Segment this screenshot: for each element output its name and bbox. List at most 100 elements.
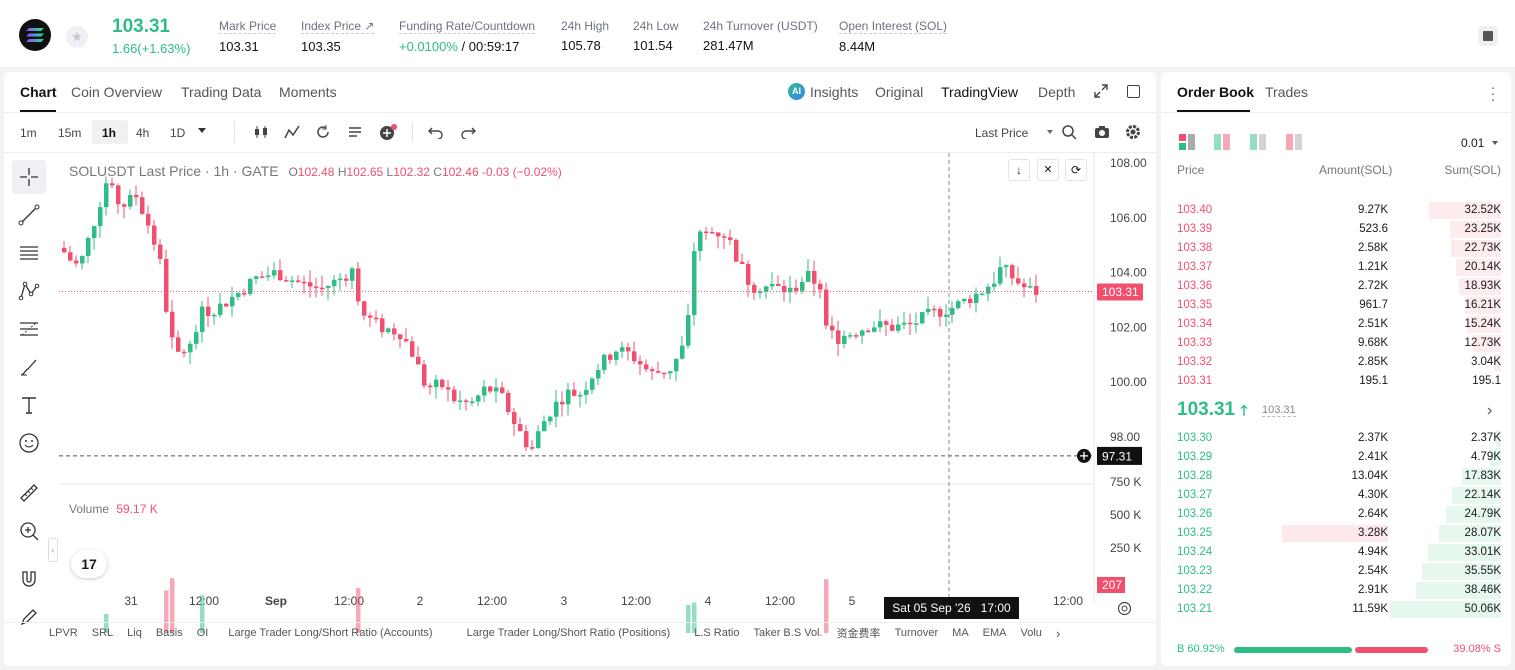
indicator-tab[interactable]: MA xyxy=(952,627,969,639)
tab-depth[interactable]: Depth xyxy=(1038,84,1076,100)
interval-15m[interactable]: 15m xyxy=(58,126,82,140)
chevron-right-icon[interactable]: › xyxy=(1055,625,1061,641)
indicator-tab[interactable]: 资金费率 xyxy=(836,628,881,640)
candle-body xyxy=(314,286,319,289)
horizontal-lines-icon[interactable] xyxy=(12,236,46,270)
indicators-icon[interactable] xyxy=(284,124,300,140)
reset-icon[interactable]: ⟳ xyxy=(1065,159,1087,181)
tab-coin-overview[interactable]: Coin Overview xyxy=(71,84,163,100)
interval-1m[interactable]: 1m xyxy=(20,126,37,140)
orderbook-row[interactable]: 103.34 2.51K 15.24K xyxy=(1161,315,1511,334)
candle-type-icon[interactable] xyxy=(253,124,269,140)
indicator-tab[interactable]: Volu xyxy=(1020,627,1042,639)
orderbook-row[interactable]: 103.39 523.6 23.25K xyxy=(1161,220,1511,239)
candle-body xyxy=(656,371,661,373)
interval-dropdown-icon[interactable] xyxy=(198,128,206,133)
chevron-right-icon[interactable]: › xyxy=(1487,402,1493,419)
candle-body xyxy=(398,334,403,340)
indicator-tab[interactable]: EMA xyxy=(982,627,1007,639)
settings-gear-icon[interactable] xyxy=(1125,124,1141,140)
indicator-tab[interactable]: L.S Ratio xyxy=(694,627,740,639)
tab-trading-data[interactable]: Trading Data xyxy=(181,84,262,100)
orderbook-row[interactable]: 103.26 2.64K 24.79K xyxy=(1161,505,1511,524)
tab-chart[interactable]: Chart xyxy=(20,84,57,100)
candle-body xyxy=(458,400,463,402)
fib-icon[interactable] xyxy=(12,312,46,346)
favorite-star-icon[interactable]: ★ xyxy=(66,26,88,48)
orderbook-row[interactable]: 103.37 1.21K 20.14K xyxy=(1161,258,1511,277)
view-both-icon[interactable] xyxy=(1179,134,1195,150)
indicator-tab[interactable]: OI xyxy=(196,627,209,639)
orderbook-row[interactable]: 103.32 2.85K 3.04K xyxy=(1161,353,1511,372)
templates-icon[interactable] xyxy=(347,124,363,140)
orderbook-row[interactable]: 103.29 2.41K 4.79K xyxy=(1161,448,1511,467)
add-alert-icon[interactable] xyxy=(379,124,397,142)
active-tab-underline xyxy=(20,110,56,112)
candle-body xyxy=(290,280,295,282)
orderbook-row[interactable]: 103.28 13.04K 17.83K xyxy=(1161,467,1511,486)
indicator-tab[interactable]: Turnover xyxy=(894,627,939,639)
orderbook-row[interactable]: 103.33 9.68K 12.73K xyxy=(1161,334,1511,353)
tab-order-book[interactable]: Order Book xyxy=(1177,84,1255,100)
indicator-tab[interactable]: LPVR xyxy=(49,627,78,639)
window-icon[interactable] xyxy=(1127,85,1140,98)
search-icon[interactable] xyxy=(1062,125,1077,140)
camera-icon[interactable] xyxy=(1094,125,1110,139)
view-bids-icon[interactable] xyxy=(1214,134,1230,150)
orderbook-row[interactable]: 103.36 2.72K 18.93K xyxy=(1161,277,1511,296)
orderbook-row[interactable]: 103.38 2.58K 22.73K xyxy=(1161,239,1511,258)
replay-icon[interactable] xyxy=(315,124,331,140)
tab-insights[interactable]: Insights xyxy=(810,84,859,100)
interval-1h[interactable]: 1h xyxy=(102,126,117,140)
orderbook-row[interactable]: 103.35 961.7 16.21K xyxy=(1161,296,1511,315)
crosshair-icon[interactable] xyxy=(12,160,46,194)
orderbook-row[interactable]: 103.25 3.28K 28.07K xyxy=(1161,524,1511,543)
more-menu-icon[interactable]: · · · xyxy=(1490,79,1496,107)
tab-tradingview[interactable]: TradingView xyxy=(941,84,1019,100)
view-sell-only-icon[interactable] xyxy=(1286,134,1302,150)
orderbook-row[interactable]: 103.23 2.54K 35.55K xyxy=(1161,562,1511,581)
orderbook-row[interactable]: 103.40 9.27K 32.52K xyxy=(1161,201,1511,220)
indicator-tab[interactable]: SRL xyxy=(91,627,114,639)
orderbook-row[interactable]: 103.22 2.91K 38.46K xyxy=(1161,581,1511,600)
indicator-tab[interactable]: Basis xyxy=(155,627,183,639)
pencil-lock-icon[interactable] xyxy=(12,600,46,634)
text-tool-icon[interactable] xyxy=(12,388,46,422)
tab-original[interactable]: Original xyxy=(875,84,924,100)
indicator-tab[interactable]: Liq xyxy=(127,627,142,639)
orderbook-row[interactable]: 103.27 4.30K 22.14K xyxy=(1161,486,1511,505)
scroll-down-button[interactable]: ↓ xyxy=(1008,159,1030,181)
orderbook-row[interactable]: 103.30 2.37K 2.37K xyxy=(1161,429,1511,448)
redo-icon[interactable] xyxy=(460,125,476,139)
candle-body xyxy=(914,323,919,325)
indicator-tab[interactable]: Taker B.S Vol. xyxy=(753,627,823,639)
magnet-icon[interactable] xyxy=(12,562,46,596)
emoji-icon[interactable] xyxy=(12,426,46,460)
tab-trades[interactable]: Trades xyxy=(1265,84,1309,100)
book-icon[interactable] xyxy=(1478,26,1498,46)
last-price-select[interactable]: Last Price xyxy=(975,126,1029,140)
pattern-icon[interactable] xyxy=(12,274,46,308)
interval-4h[interactable]: 4h xyxy=(136,126,150,140)
tab-moments[interactable]: Moments xyxy=(279,84,337,100)
ruler-icon[interactable] xyxy=(12,476,46,510)
precision-select[interactable]: 0.01 xyxy=(1461,136,1485,150)
candle-body xyxy=(110,183,115,186)
undo-icon[interactable] xyxy=(428,125,444,139)
orderbook-row[interactable]: 103.21 11.59K 50.06K xyxy=(1161,600,1511,619)
zoom-in-icon[interactable] xyxy=(12,514,46,548)
interval-1d[interactable]: 1D xyxy=(170,126,186,140)
expand-icon[interactable] xyxy=(1094,84,1108,103)
collapse-toolbar-button[interactable]: ‹ xyxy=(48,538,58,562)
trendline-icon[interactable] xyxy=(12,198,46,232)
collapse-icon[interactable]: ✕ xyxy=(1037,159,1059,181)
indicator-tab[interactable]: Large Trader Long/Short Ratio (Positions… xyxy=(466,627,671,639)
candlestick-chart[interactable]: 108.00 106.00 104.00 102.00 100.00 98.00 750 K… xyxy=(59,153,1156,633)
orderbook-row[interactable]: 103.24 4.94K 33.01K xyxy=(1161,543,1511,562)
time-settings-icon[interactable] xyxy=(1117,601,1132,616)
brush-icon[interactable] xyxy=(12,350,46,384)
stat-index-price[interactable]: Index Price ↗ 103.35 xyxy=(301,19,375,54)
view-buy-only-icon[interactable] xyxy=(1250,134,1266,150)
indicator-tab[interactable]: Large Trader Long/Short Ratio (Accounts) xyxy=(228,627,433,639)
orderbook-row[interactable]: 103.31 195.1 195.1 xyxy=(1161,372,1511,391)
